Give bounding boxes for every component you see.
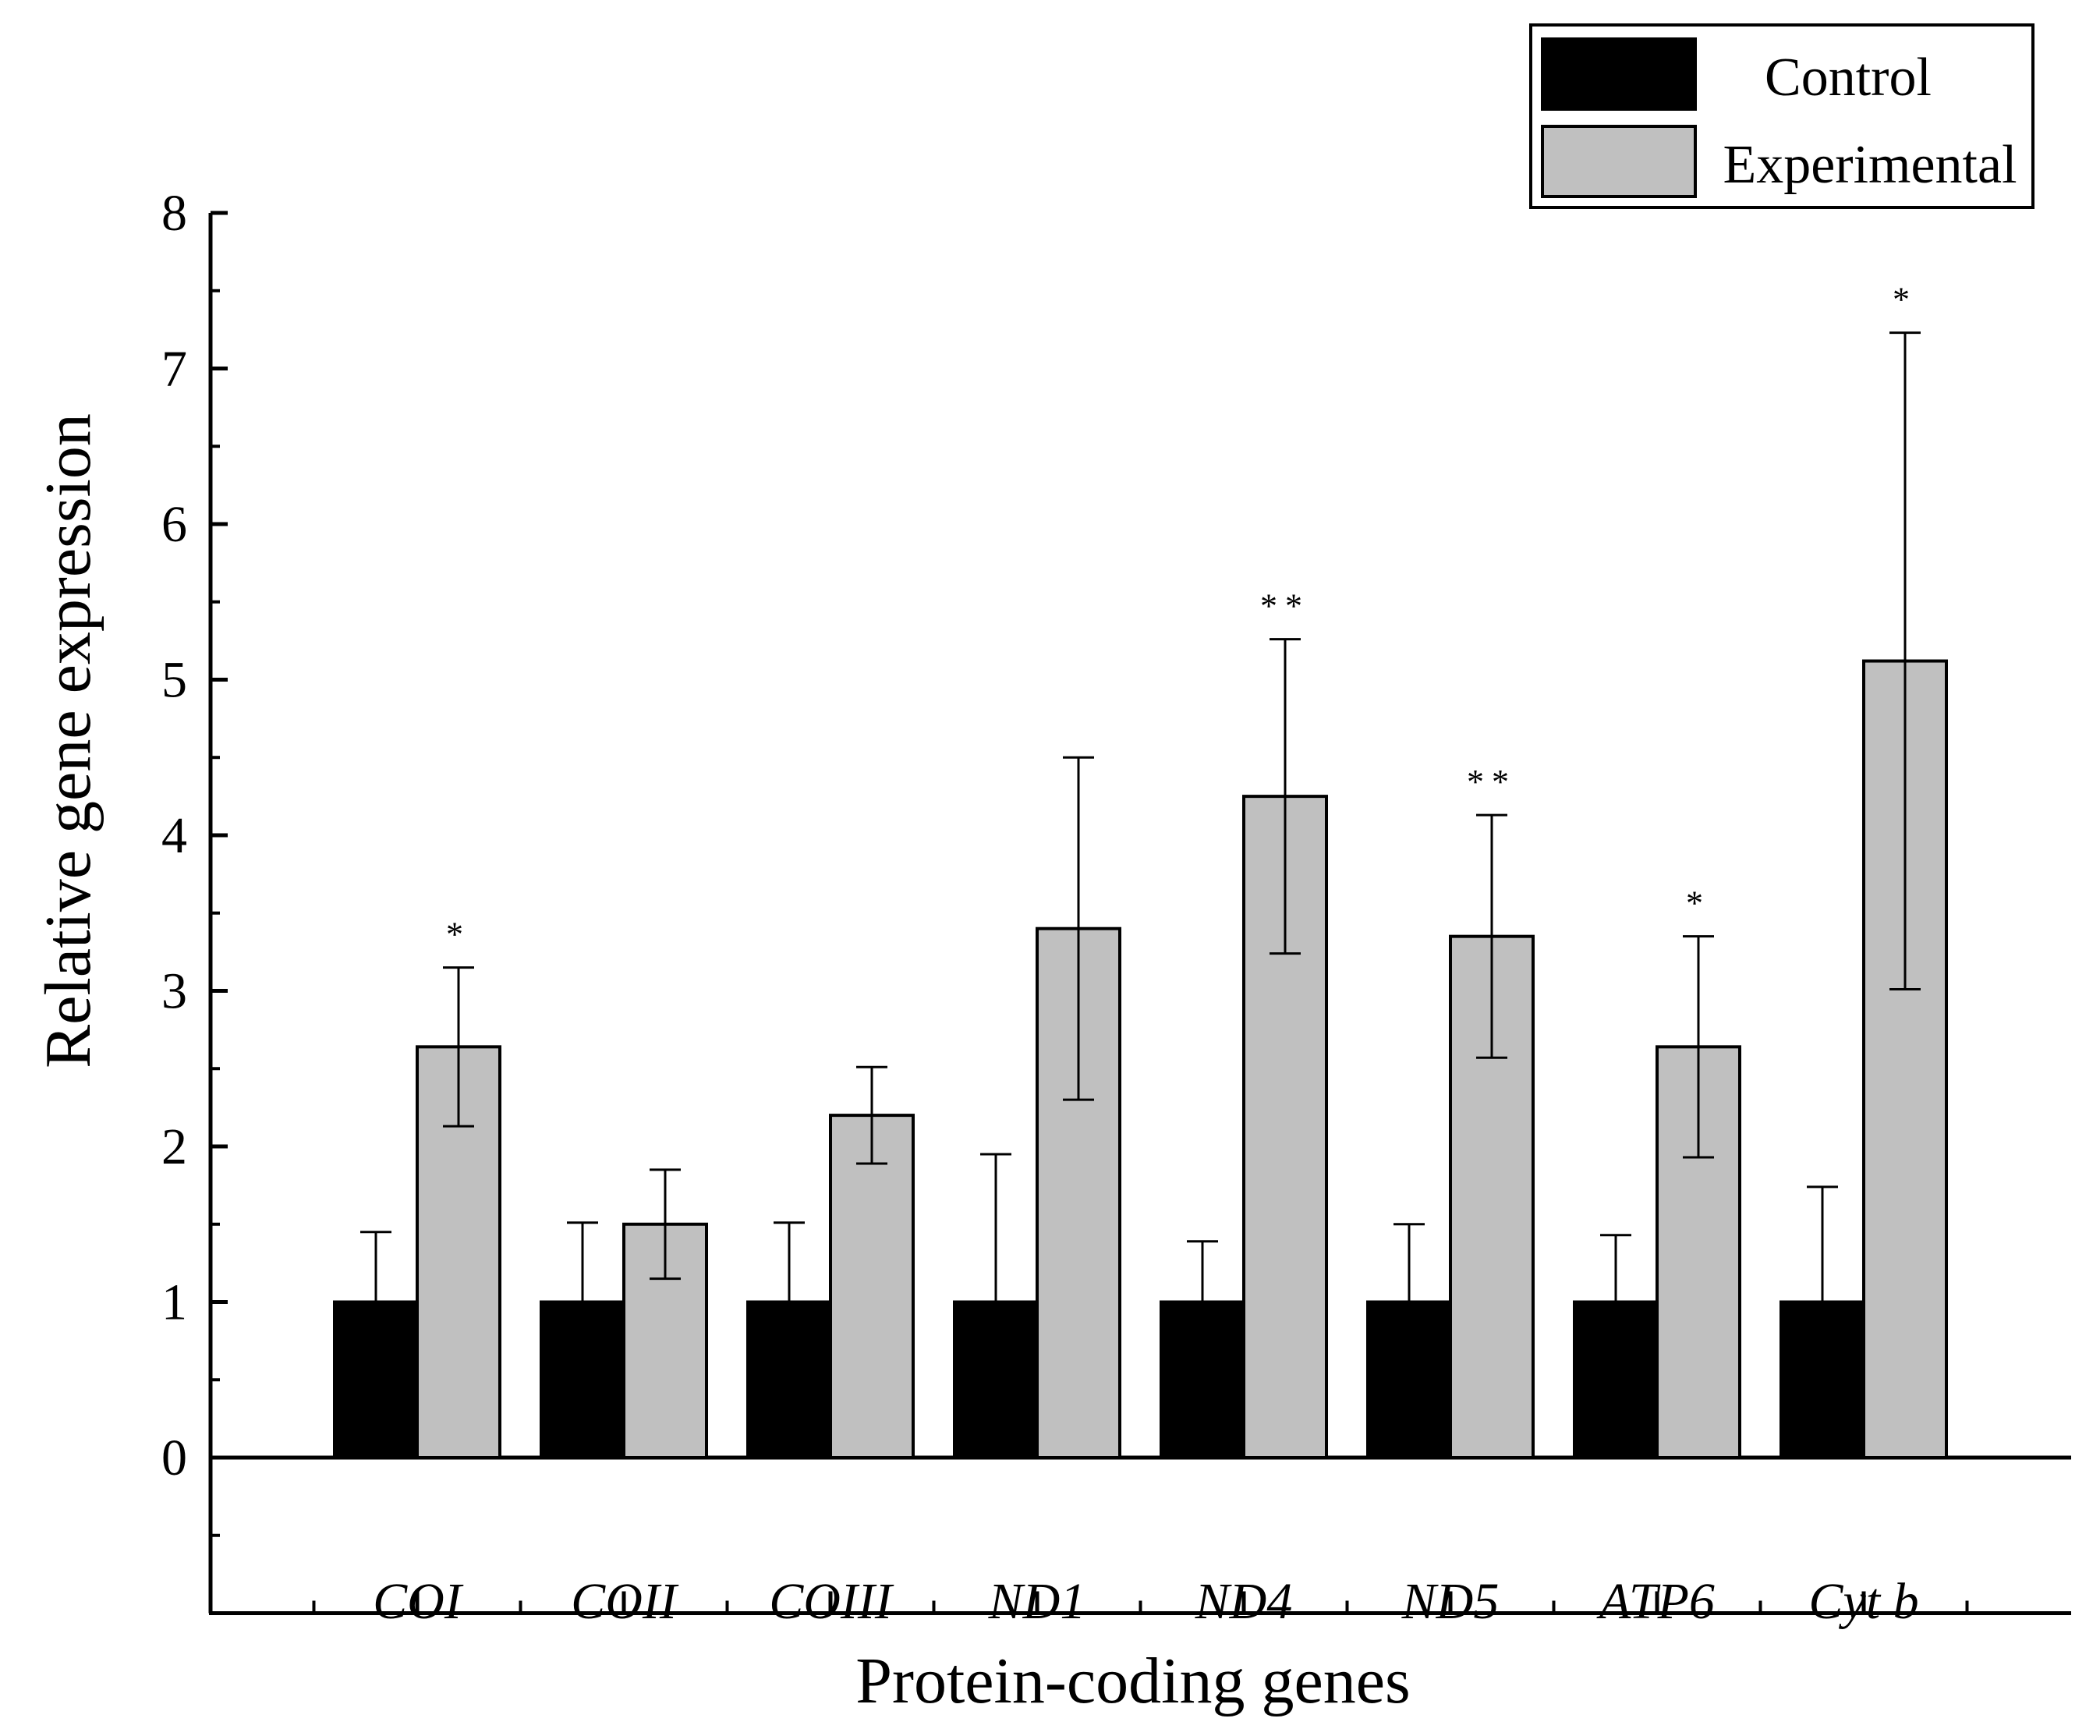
y-tick-label-7: 7	[161, 341, 187, 398]
bar-control-coi	[333, 1300, 419, 1459]
significance-marker-nd5: **	[1467, 763, 1517, 801]
legend-swatch-control	[1541, 37, 1697, 111]
significance-marker-atp6: *	[1686, 884, 1711, 923]
bar-control-atp6	[1573, 1300, 1659, 1459]
legend-swatch-experimental	[1541, 125, 1697, 198]
y-tick-label-3: 3	[161, 963, 187, 1020]
bar-control-coiii	[746, 1300, 832, 1459]
legend: Control Experimental	[1529, 23, 2034, 209]
bar-control-coii	[540, 1300, 625, 1459]
y-tick-label-0: 0	[161, 1430, 187, 1486]
error-bars	[360, 331, 1921, 1302]
x-tick-label-cyt-b: Cyt b	[1808, 1573, 1918, 1630]
x-tick-label-nd1: ND1	[988, 1573, 1086, 1630]
x-tick-label-nd4: ND4	[1195, 1573, 1293, 1630]
x-axis-label: Protein-coding genes	[855, 1645, 1411, 1717]
x-tick-label-coiii: COIII	[769, 1573, 894, 1630]
significance-markers: *******	[446, 281, 1918, 954]
y-tick-label-2: 2	[161, 1118, 187, 1175]
x-tick-label-coii: COII	[571, 1573, 679, 1630]
y-axis-label: Relative gene expression	[32, 413, 104, 1068]
x-tick-label-coi: COI	[373, 1573, 464, 1630]
significance-marker-coi: *	[446, 916, 471, 954]
bar-control-nd4	[1160, 1300, 1245, 1459]
bars	[333, 659, 1948, 1460]
y-tick-label-4: 4	[161, 807, 187, 864]
bar-control-nd1	[953, 1300, 1039, 1459]
y-tick-label-5: 5	[161, 652, 187, 709]
bar-control-cyt-b	[1780, 1300, 1865, 1459]
bar-experimental-coiii	[829, 1114, 915, 1459]
significance-marker-cyt-b: *	[1893, 281, 1918, 319]
significance-marker-nd4: **	[1260, 587, 1310, 625]
y-tick-label-1: 1	[161, 1274, 187, 1331]
legend-label-control: Control	[1765, 48, 1932, 108]
x-tick-label-atp6: ATP6	[1596, 1573, 1715, 1630]
bar-control-nd5	[1366, 1300, 1452, 1459]
y-tick-label-6: 6	[161, 496, 187, 553]
y-tick-label-8: 8	[161, 185, 187, 242]
legend-label-experimental: Experimental	[1723, 135, 2017, 195]
x-tick-label-nd5: ND5	[1401, 1573, 1500, 1630]
axes: 0 1 2 3 4 5 6 7 8 COI COII COIII ND1 ND4 ND5 ATP6 Cyt b	[161, 185, 2071, 1630]
